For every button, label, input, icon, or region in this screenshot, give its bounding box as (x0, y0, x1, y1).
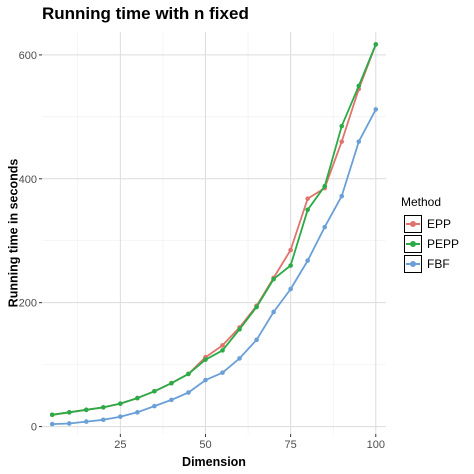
data-point-pepp (271, 276, 276, 282)
data-point-fbf (66, 421, 72, 426)
series-line-epp (52, 44, 377, 416)
y-tick-label: 400 (19, 174, 37, 186)
series-layer (49, 42, 379, 427)
legend-label-epp: EPP (427, 217, 452, 231)
data-point-pepp (83, 407, 89, 413)
y-tick-label: 200 (19, 298, 37, 310)
axes: 25 50 75 100 0 200 400 600 (19, 50, 385, 451)
legend-label-pepp: PEPP (427, 237, 460, 251)
y-axis-title: Running time in seconds (6, 159, 20, 308)
data-point-fbf (237, 356, 242, 361)
data-point-fbf (135, 410, 140, 415)
data-point-fbf (271, 309, 276, 315)
data-point-pepp (305, 207, 310, 213)
legend-item-pepp: PEPP (398, 234, 468, 254)
legend-dot-pepp (410, 241, 416, 247)
legend-key-pepp (404, 235, 422, 253)
data-point-pepp (220, 348, 225, 353)
legend-title: Method (401, 195, 442, 209)
data-point-fbf (169, 397, 174, 403)
data-point-pepp (135, 395, 140, 401)
legend-label-fbf: FBF (427, 257, 450, 271)
series-line-fbf (52, 108, 377, 425)
data-point-pepp (186, 371, 191, 377)
series-line-pepp (52, 44, 377, 416)
data-point-fbf (254, 337, 259, 343)
chart-title: Running time with n fixed (42, 4, 249, 23)
data-point-pepp (118, 401, 123, 406)
grid (42, 32, 386, 434)
data-point-pepp (288, 263, 293, 268)
data-point-pepp (101, 405, 106, 410)
data-point-pepp (203, 357, 208, 362)
x-tick-label: 100 (367, 439, 385, 451)
legend-item-fbf: FBF (398, 254, 468, 274)
x-tick-label: 50 (199, 439, 211, 451)
data-point-pepp (237, 327, 242, 332)
data-point-fbf (83, 419, 89, 424)
data-point-pepp (49, 412, 55, 418)
x-tick-label: 25 (114, 439, 126, 451)
data-point-pepp (356, 83, 362, 89)
data-point-fbf (288, 286, 293, 292)
data-point-pepp (373, 42, 379, 47)
data-point-epp (220, 343, 225, 348)
data-point-fbf (118, 414, 123, 419)
legend-item-epp: EPP (398, 214, 468, 234)
legend-key-fbf (404, 255, 422, 273)
legend-dot-epp (410, 221, 416, 227)
y-tick-label: 600 (19, 50, 37, 62)
data-point-fbf (203, 377, 208, 383)
data-point-epp (288, 247, 293, 253)
data-point-fbf (339, 193, 345, 199)
data-point-fbf (49, 421, 55, 427)
data-point-fbf (373, 107, 379, 112)
x-axis-title: Dimension (182, 455, 246, 469)
data-point-fbf (152, 403, 157, 409)
data-point-fbf (305, 258, 310, 263)
data-point-fbf (322, 224, 327, 230)
data-point-fbf (101, 417, 106, 423)
data-point-fbf (186, 390, 191, 395)
legend-dot-fbf (410, 261, 416, 267)
data-point-pepp (66, 410, 72, 415)
data-point-fbf (356, 139, 362, 144)
data-point-pepp (339, 123, 345, 129)
data-point-pepp (322, 183, 327, 189)
data-point-pepp (152, 388, 157, 394)
data-point-fbf (220, 370, 225, 375)
data-point-epp (305, 196, 310, 201)
data-point-epp (339, 139, 345, 144)
y-tick-label: 0 (31, 422, 37, 434)
x-tick-label: 75 (285, 439, 297, 451)
legend-key-epp (404, 215, 422, 233)
data-point-pepp (254, 304, 259, 310)
data-point-pepp (169, 380, 174, 386)
legend: Method EPP PEPP FBF (398, 195, 468, 274)
